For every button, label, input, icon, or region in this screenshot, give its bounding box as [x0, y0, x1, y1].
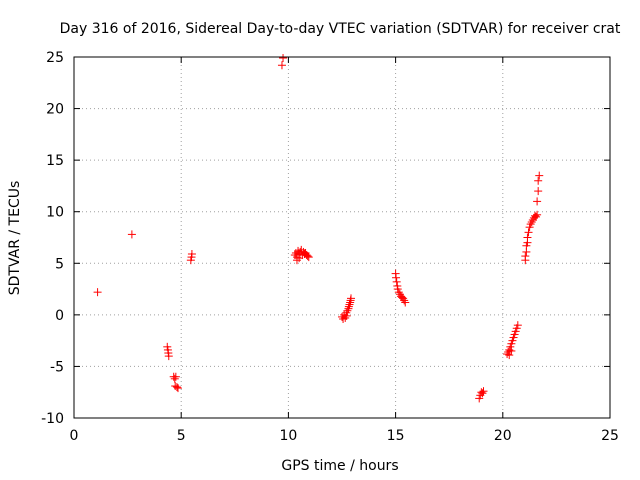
- data-point: [295, 254, 304, 263]
- data-point: [290, 251, 299, 260]
- data-points: [93, 54, 544, 403]
- data-point: [392, 273, 401, 282]
- data-point: [338, 312, 346, 321]
- data-point: [534, 187, 543, 196]
- plot-frame: [73, 56, 611, 419]
- data-point: [345, 300, 354, 309]
- y-axis-label: SDTVAR / TECUs: [7, 181, 23, 296]
- data-point: [530, 211, 539, 220]
- y-tick-label: -5: [50, 359, 64, 375]
- data-point: [399, 294, 408, 303]
- data-point: [513, 321, 522, 330]
- x-tick-label: 20: [494, 428, 512, 444]
- data-point: [304, 253, 313, 262]
- data-point: [396, 292, 405, 301]
- data-point: [534, 176, 543, 185]
- x-tick-label: 25: [601, 428, 619, 444]
- data-point: [507, 346, 516, 355]
- x-tick-label: 0: [70, 428, 79, 444]
- data-point: [127, 230, 136, 239]
- data-point: [535, 171, 544, 180]
- data-point: [527, 218, 536, 227]
- y-tick-label: 5: [55, 256, 64, 272]
- data-point: [279, 54, 288, 63]
- data-point: [392, 277, 401, 286]
- data-point: [173, 384, 182, 393]
- data-point: [532, 212, 541, 221]
- data-point: [394, 288, 403, 297]
- data-point: [478, 389, 487, 398]
- data-point: [524, 228, 533, 237]
- data-point: [171, 372, 180, 381]
- data-point: [291, 248, 300, 257]
- data-point: [343, 306, 352, 315]
- data-point: [302, 251, 311, 260]
- data-point: [164, 352, 173, 361]
- data-point: [401, 298, 410, 307]
- x-tick-label: 5: [177, 428, 186, 444]
- y-tick-label: 15: [46, 153, 64, 169]
- chart-title: Day 316 of 2016, Sidereal Day-to-day VTE…: [60, 21, 621, 37]
- data-point: [303, 252, 312, 261]
- data-point: [479, 387, 488, 396]
- data-point: [292, 256, 301, 265]
- data-point: [526, 220, 535, 229]
- data-point: [93, 288, 102, 297]
- x-tick-label: 10: [279, 428, 297, 444]
- y-tick-label: -10: [41, 411, 64, 427]
- data-point: [342, 311, 351, 320]
- data-point: [505, 351, 514, 360]
- data-point: [477, 388, 486, 397]
- data-point: [187, 250, 196, 259]
- data-point: [300, 250, 309, 259]
- data-point: [277, 61, 286, 70]
- data-point: [533, 210, 542, 219]
- data-point: [347, 294, 356, 303]
- data-point: [400, 296, 409, 305]
- data-point: [533, 197, 542, 206]
- y-tick-label: 20: [46, 102, 64, 118]
- data-point: [523, 233, 532, 242]
- x-tick-label: 15: [387, 428, 405, 444]
- y-tick-label: 0: [55, 308, 64, 324]
- data-point: [521, 252, 530, 261]
- data-point: [344, 302, 353, 311]
- data-point: [297, 245, 306, 254]
- data-point: [170, 374, 179, 383]
- data-point: [341, 313, 350, 322]
- y-tick-label: 10: [46, 205, 64, 221]
- x-axis-label: GPS time / hours: [281, 458, 398, 474]
- y-tick-label: 25: [46, 50, 64, 66]
- axis-ticks: 0 5 10 15 20 25 -10 -5 0 5 10 15 20 25: [41, 50, 619, 444]
- data-point: [503, 350, 512, 359]
- data-point: [172, 383, 181, 392]
